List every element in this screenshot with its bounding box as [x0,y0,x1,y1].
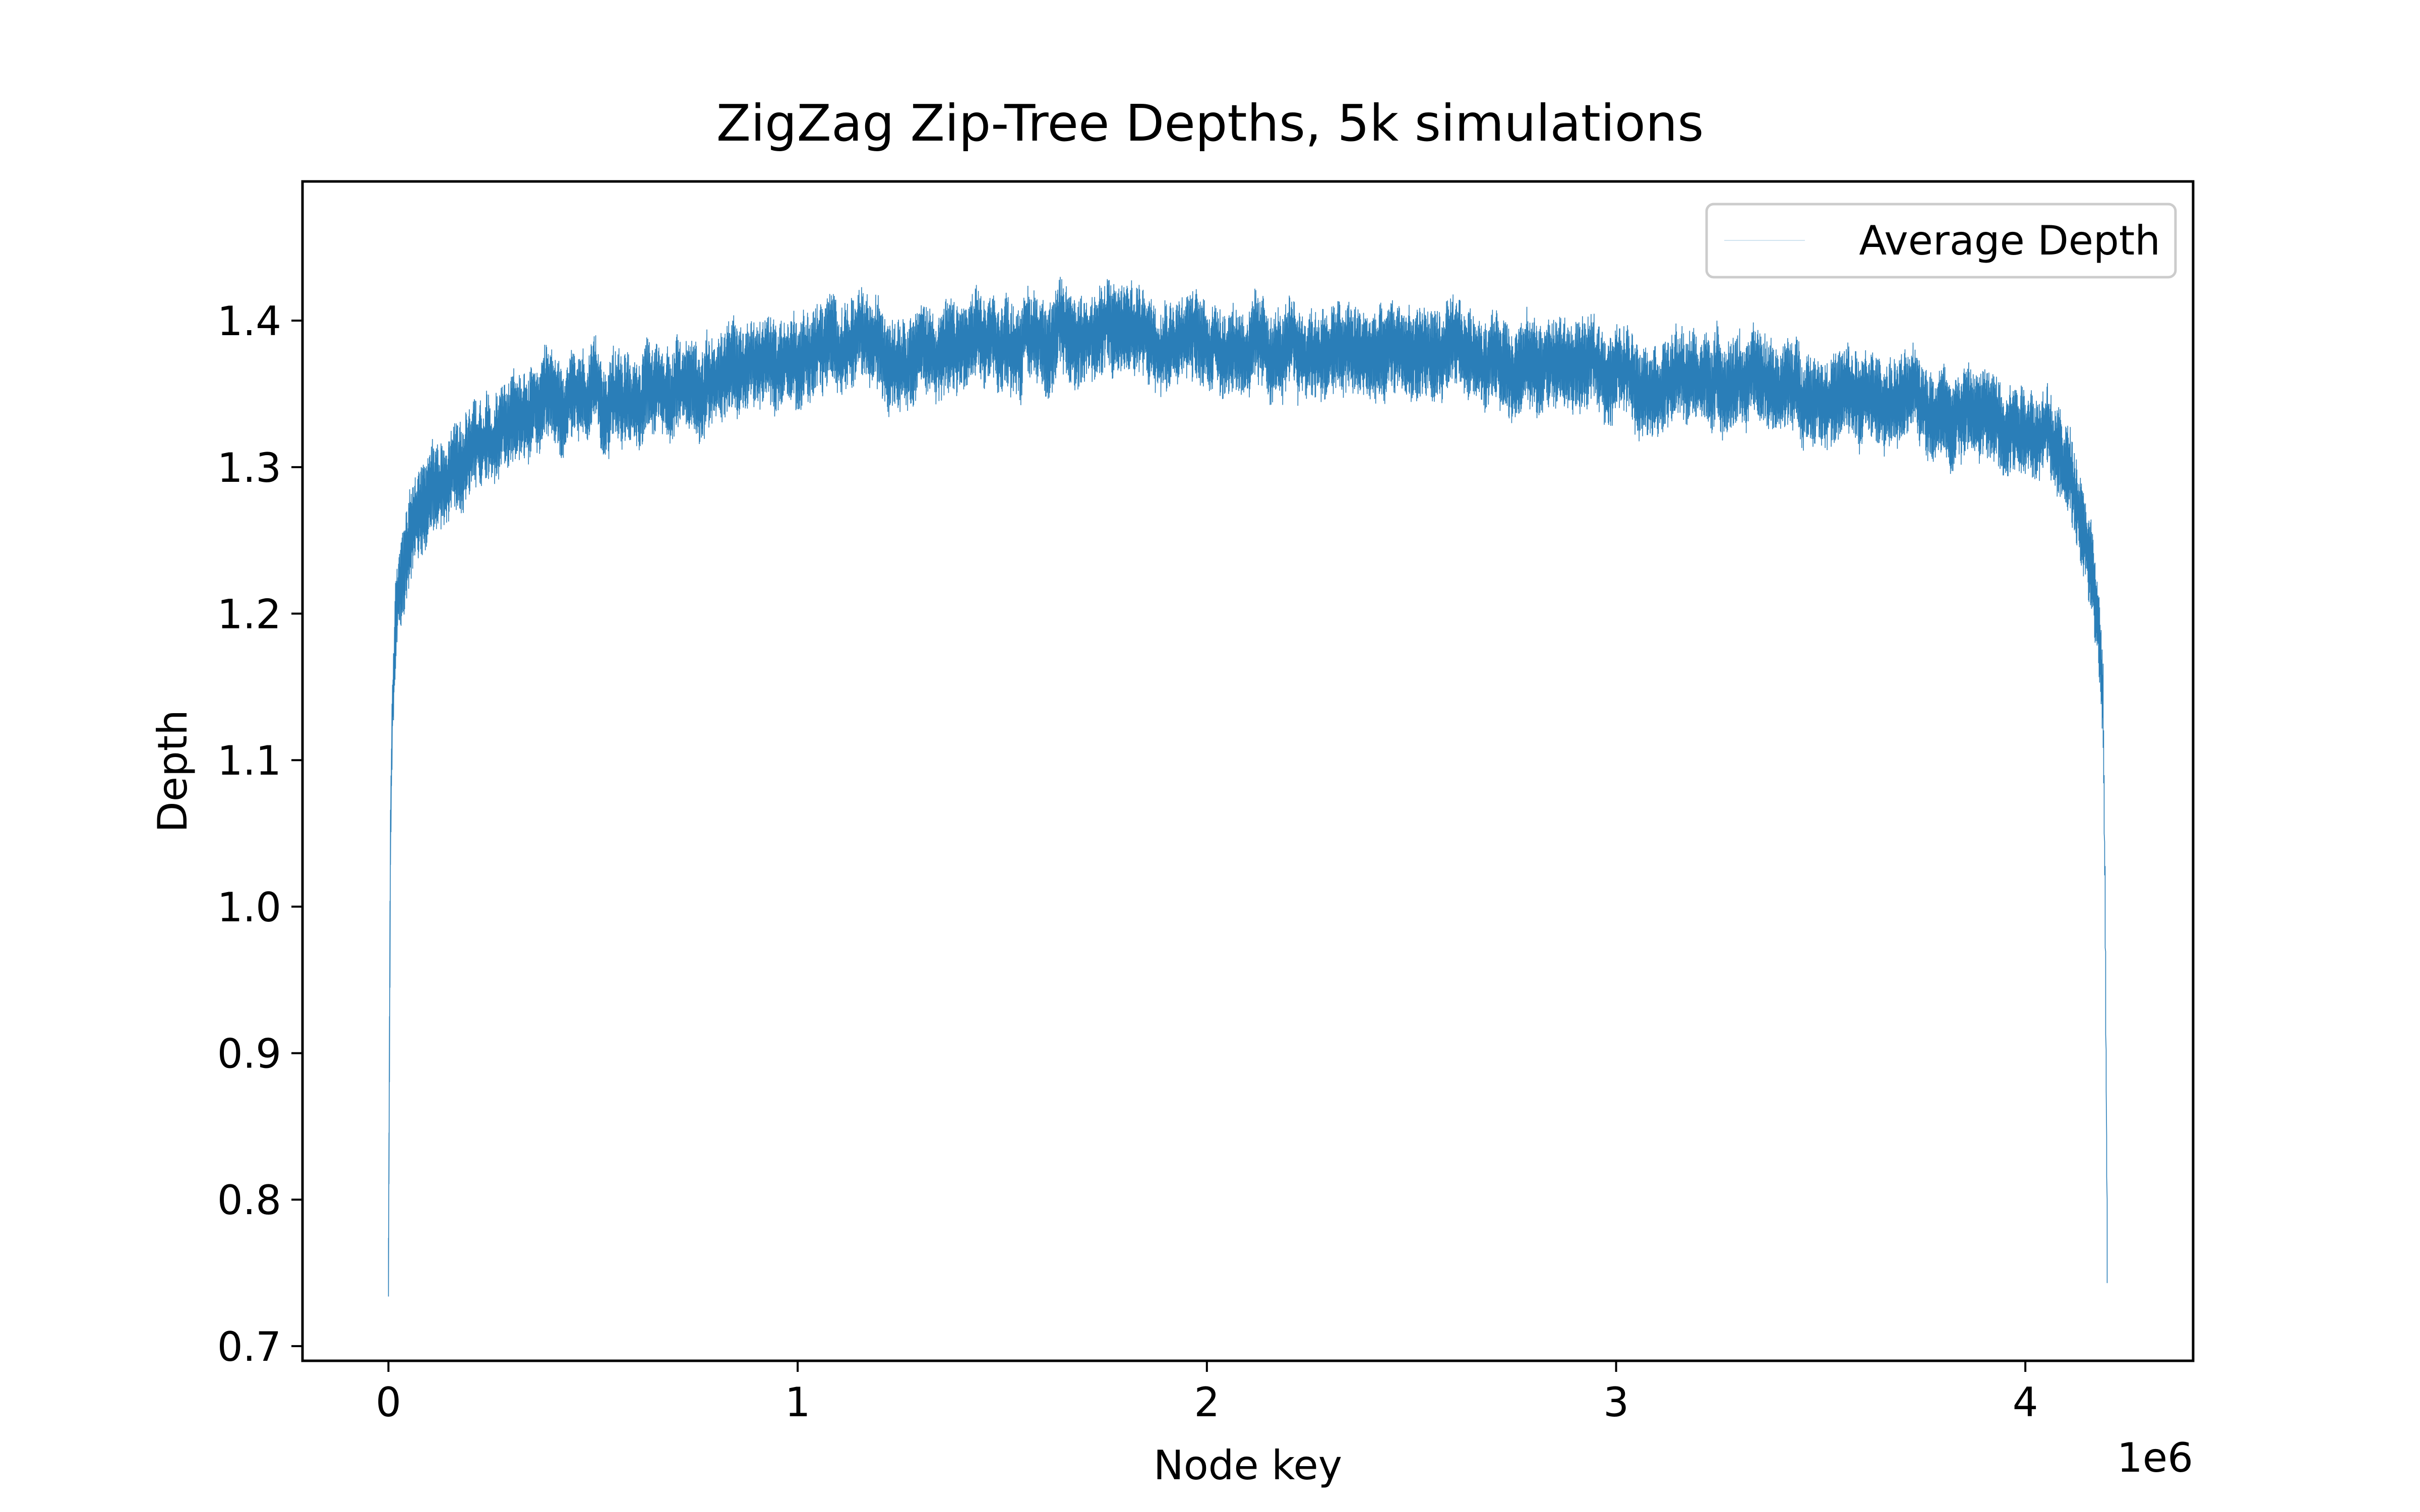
y-tick-label: 1.1 [217,737,281,784]
plot-frame [301,180,2195,1362]
x-axis-ticks: 0 1 2 3 4 [376,1361,2038,1426]
chart-title: ZigZag Zip-Tree Depths, 5k simulations [716,94,1704,153]
legend: Average Depth [1705,203,2177,279]
x-tick-label: 3 [1603,1379,1629,1426]
legend-entry-average-depth: Average Depth [1859,217,2160,264]
x-tick-label: 4 [2013,1379,2038,1426]
series-line-average-depth [388,277,2108,1297]
y-tick-label: 0.8 [217,1177,281,1224]
legend-box [1705,203,2177,279]
x-tick-label: 2 [1194,1379,1220,1426]
y-tick-label: 1.4 [217,298,281,345]
x-axis-offset-label: 1e6 [2117,1434,2193,1481]
y-tick-label: 0.7 [217,1324,281,1370]
x-axis-label: Node key [1154,1442,1342,1489]
y-tick-label: 0.9 [217,1031,281,1078]
y-tick-label: 1.3 [217,445,281,491]
y-tick-label: 1.2 [217,591,281,638]
x-tick-label: 1 [785,1379,811,1426]
series-average-depth [388,277,2108,1297]
x-tick-label: 0 [376,1379,401,1426]
y-axis-ticks: 0.7 0.8 0.9 1.0 1.1 1.2 1.3 1.4 [217,298,302,1370]
y-tick-label: 1.0 [217,884,281,931]
y-axis-label: Depth [149,710,196,833]
